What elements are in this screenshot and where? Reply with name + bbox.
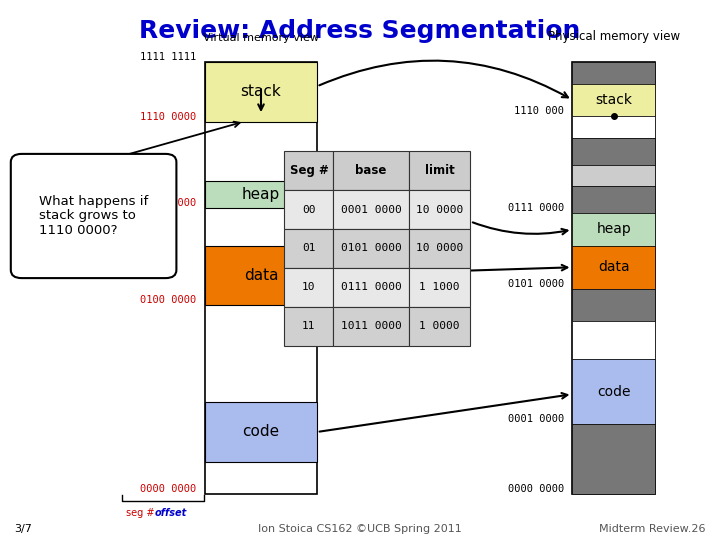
Text: 0000 0000: 0000 0000 [140, 484, 197, 494]
Bar [205, 62, 317, 494]
Text: 0000 0000: 0000 0000 [508, 484, 564, 494]
Bar [284, 307, 333, 346]
Text: 1 0000: 1 0000 [419, 321, 460, 331]
Text: base: base [356, 164, 387, 177]
Text: stack: stack [240, 84, 282, 99]
Text: code: code [597, 384, 631, 399]
Text: 0101 0000: 0101 0000 [341, 244, 402, 253]
Bar [409, 229, 470, 268]
Bar [409, 151, 470, 190]
Bar [572, 116, 655, 138]
Bar [284, 229, 333, 268]
Text: 11: 11 [302, 321, 315, 331]
Bar [409, 307, 470, 346]
Text: 01: 01 [302, 244, 315, 253]
Text: 0101 0000: 0101 0000 [508, 279, 564, 289]
Text: 0001 0000: 0001 0000 [508, 414, 564, 424]
Text: What happens if
stack grows to
1110 0000?: What happens if stack grows to 1110 0000… [39, 194, 148, 238]
Text: heap: heap [242, 187, 280, 202]
Bar [205, 246, 317, 305]
Text: 0111 0000: 0111 0000 [341, 282, 402, 292]
Text: 1110 000: 1110 000 [514, 106, 564, 116]
Text: 0100 0000: 0100 0000 [140, 295, 197, 305]
Bar [205, 62, 317, 122]
Bar [333, 307, 409, 346]
Bar [572, 84, 655, 116]
Text: code: code [243, 424, 279, 440]
Bar [572, 186, 655, 213]
Text: 1011 0000: 1011 0000 [341, 321, 402, 331]
Text: heap: heap [596, 222, 631, 237]
Text: 1000 0000: 1000 0000 [140, 198, 197, 208]
Text: Midterm Review.26: Midterm Review.26 [599, 523, 706, 534]
Bar [284, 190, 333, 229]
Text: 10: 10 [302, 282, 315, 292]
Bar [572, 62, 655, 494]
Text: offset: offset [155, 508, 187, 518]
Text: limit: limit [425, 164, 454, 177]
Text: seg #: seg # [126, 508, 155, 518]
Text: 1 1000: 1 1000 [419, 282, 460, 292]
Bar [205, 181, 317, 208]
Text: stack: stack [595, 93, 632, 107]
Text: 1110 0000: 1110 0000 [140, 111, 197, 122]
Text: Ion Stoica CS162 ©UCB Spring 2011: Ion Stoica CS162 ©UCB Spring 2011 [258, 523, 462, 534]
Bar [572, 138, 655, 165]
Bar [572, 62, 655, 84]
Text: 3/7: 3/7 [14, 523, 32, 534]
Bar [572, 359, 655, 424]
Text: Virtual memory view: Virtual memory view [203, 33, 319, 43]
Text: Review: Address Segmentation: Review: Address Segmentation [139, 19, 581, 43]
Bar [572, 165, 655, 186]
Bar [333, 229, 409, 268]
Bar [284, 151, 333, 190]
Bar [572, 424, 655, 494]
Bar [333, 268, 409, 307]
Bar [572, 246, 655, 289]
Bar [572, 289, 655, 321]
Text: 10 0000: 10 0000 [416, 205, 463, 214]
Text: 0001 0000: 0001 0000 [341, 205, 402, 214]
Text: 0111 0000: 0111 0000 [508, 203, 564, 213]
Bar [409, 190, 470, 229]
Bar [205, 402, 317, 462]
Text: Seg #: Seg # [289, 164, 328, 177]
Bar [572, 321, 655, 359]
Text: data: data [598, 260, 629, 274]
Text: 10 0000: 10 0000 [416, 244, 463, 253]
Bar [284, 268, 333, 307]
Text: data: data [244, 268, 278, 283]
Text: 1111 1111: 1111 1111 [140, 52, 197, 62]
Bar [333, 151, 409, 190]
Bar [409, 268, 470, 307]
Bar [333, 190, 409, 229]
Text: 00: 00 [302, 205, 315, 214]
FancyBboxPatch shape [11, 154, 176, 278]
Text: Physical memory view: Physical memory view [548, 30, 680, 43]
Bar [572, 213, 655, 246]
